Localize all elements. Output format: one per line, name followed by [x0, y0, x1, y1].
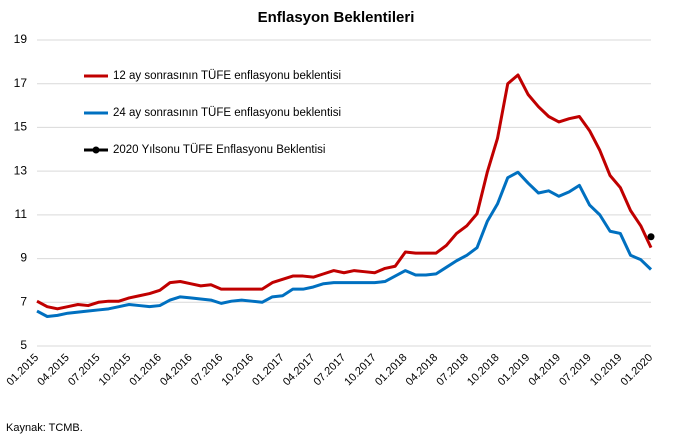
x-tick-label: 01.2020	[619, 352, 656, 389]
x-tick-label: 10.2018	[465, 352, 502, 389]
y-tick-label: 19	[14, 32, 28, 46]
y-tick-label: 15	[14, 120, 28, 134]
x-tick-label: 04.2017	[281, 352, 318, 389]
x-tick-label: 10.2015	[97, 352, 134, 389]
x-tick-label: 04.2018	[404, 352, 441, 389]
source-note: Kaynak: TCMB.	[6, 422, 83, 434]
x-tick-label: 01.2019	[496, 352, 533, 389]
chart-title: Enflasyon Beklentileri	[258, 9, 415, 26]
x-tick-label: 01.2016	[127, 352, 164, 389]
y-tick-label: 9	[20, 251, 27, 265]
x-tick-label: 07.2017	[312, 352, 349, 389]
x-tick-label: 04.2015	[35, 352, 72, 389]
data-point	[647, 233, 655, 241]
x-tick-label: 10.2016	[219, 352, 256, 389]
y-tick-label: 5	[20, 338, 27, 352]
x-tick-label: 10.2019	[588, 352, 625, 389]
legend-label: 12 ay sonrasının TÜFE enflasyonu beklent…	[113, 70, 341, 82]
x-tick-label: 01.2015	[5, 352, 42, 389]
x-tick-label: 07.2018	[434, 352, 471, 389]
y-tick-label: 13	[14, 163, 28, 177]
x-tick-label: 07.2019	[557, 352, 594, 389]
y-tick-label: 7	[20, 294, 27, 308]
series-line	[36, 73, 653, 311]
x-tick-label: 04.2016	[158, 352, 195, 389]
legend-marker	[92, 146, 100, 154]
x-tick-label: 07.2015	[66, 352, 103, 389]
x-tick-label: 01.2017	[250, 352, 287, 389]
x-tick-label: 07.2016	[189, 352, 226, 389]
y-tick-label: 17	[14, 76, 28, 90]
x-tick-label: 01.2018	[373, 352, 410, 389]
series-line	[36, 170, 653, 318]
legend-label: 24 ay sonrasının TÜFE enflasyonu beklent…	[113, 107, 341, 119]
legend-label: 2020 Yılsonu TÜFE Enflasyonu Beklentisi	[113, 144, 325, 156]
y-tick-label: 11	[15, 207, 28, 221]
x-tick-label: 04.2019	[526, 352, 563, 389]
x-tick-label: 10.2017	[342, 352, 379, 389]
